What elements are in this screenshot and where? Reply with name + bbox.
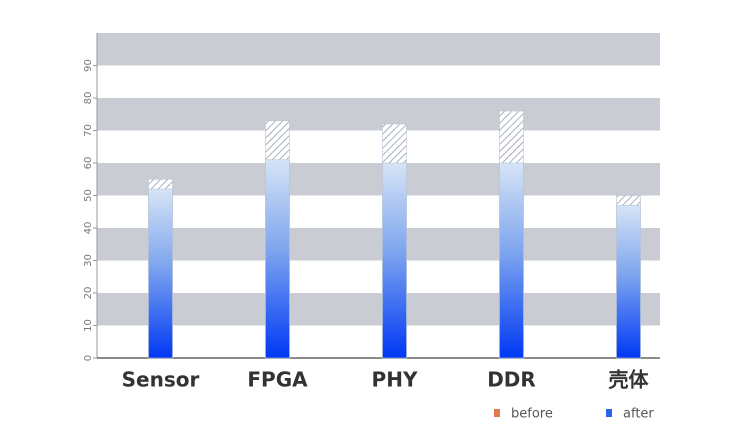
x-tick-label: 壳体 xyxy=(608,368,650,392)
y-tick-label: 50 xyxy=(83,189,94,202)
bar xyxy=(148,188,173,359)
y-tick-label: 40 xyxy=(83,222,94,235)
y-tick-label: 30 xyxy=(83,254,94,267)
x-tick-label: DDR xyxy=(487,368,536,392)
y-tick-label: 90 xyxy=(83,59,94,72)
y-tick-label: 80 xyxy=(83,92,94,105)
y-tick-label: 70 xyxy=(83,124,94,137)
grid-band xyxy=(97,293,660,326)
bar xyxy=(382,162,407,359)
bar xyxy=(499,162,524,359)
y-tick-label: 10 xyxy=(83,319,94,332)
x-tick-label: FPGA xyxy=(247,368,308,392)
legend-label: before xyxy=(511,407,553,422)
legend-swatch xyxy=(606,409,612,417)
x-tick-label: PHY xyxy=(372,368,418,392)
y-tick-label: 20 xyxy=(83,287,94,300)
x-tick-label: Sensor xyxy=(122,368,200,392)
grid-band xyxy=(97,228,660,261)
grid-band xyxy=(97,98,660,131)
grid-band xyxy=(97,33,660,66)
legend-label: after xyxy=(623,407,654,422)
legend-swatch xyxy=(494,409,500,417)
y-tick-label: 60 xyxy=(83,157,94,170)
y-tick-label: 0 xyxy=(83,355,94,361)
bar xyxy=(265,159,290,359)
grid-band xyxy=(97,163,660,196)
bar xyxy=(616,204,641,359)
